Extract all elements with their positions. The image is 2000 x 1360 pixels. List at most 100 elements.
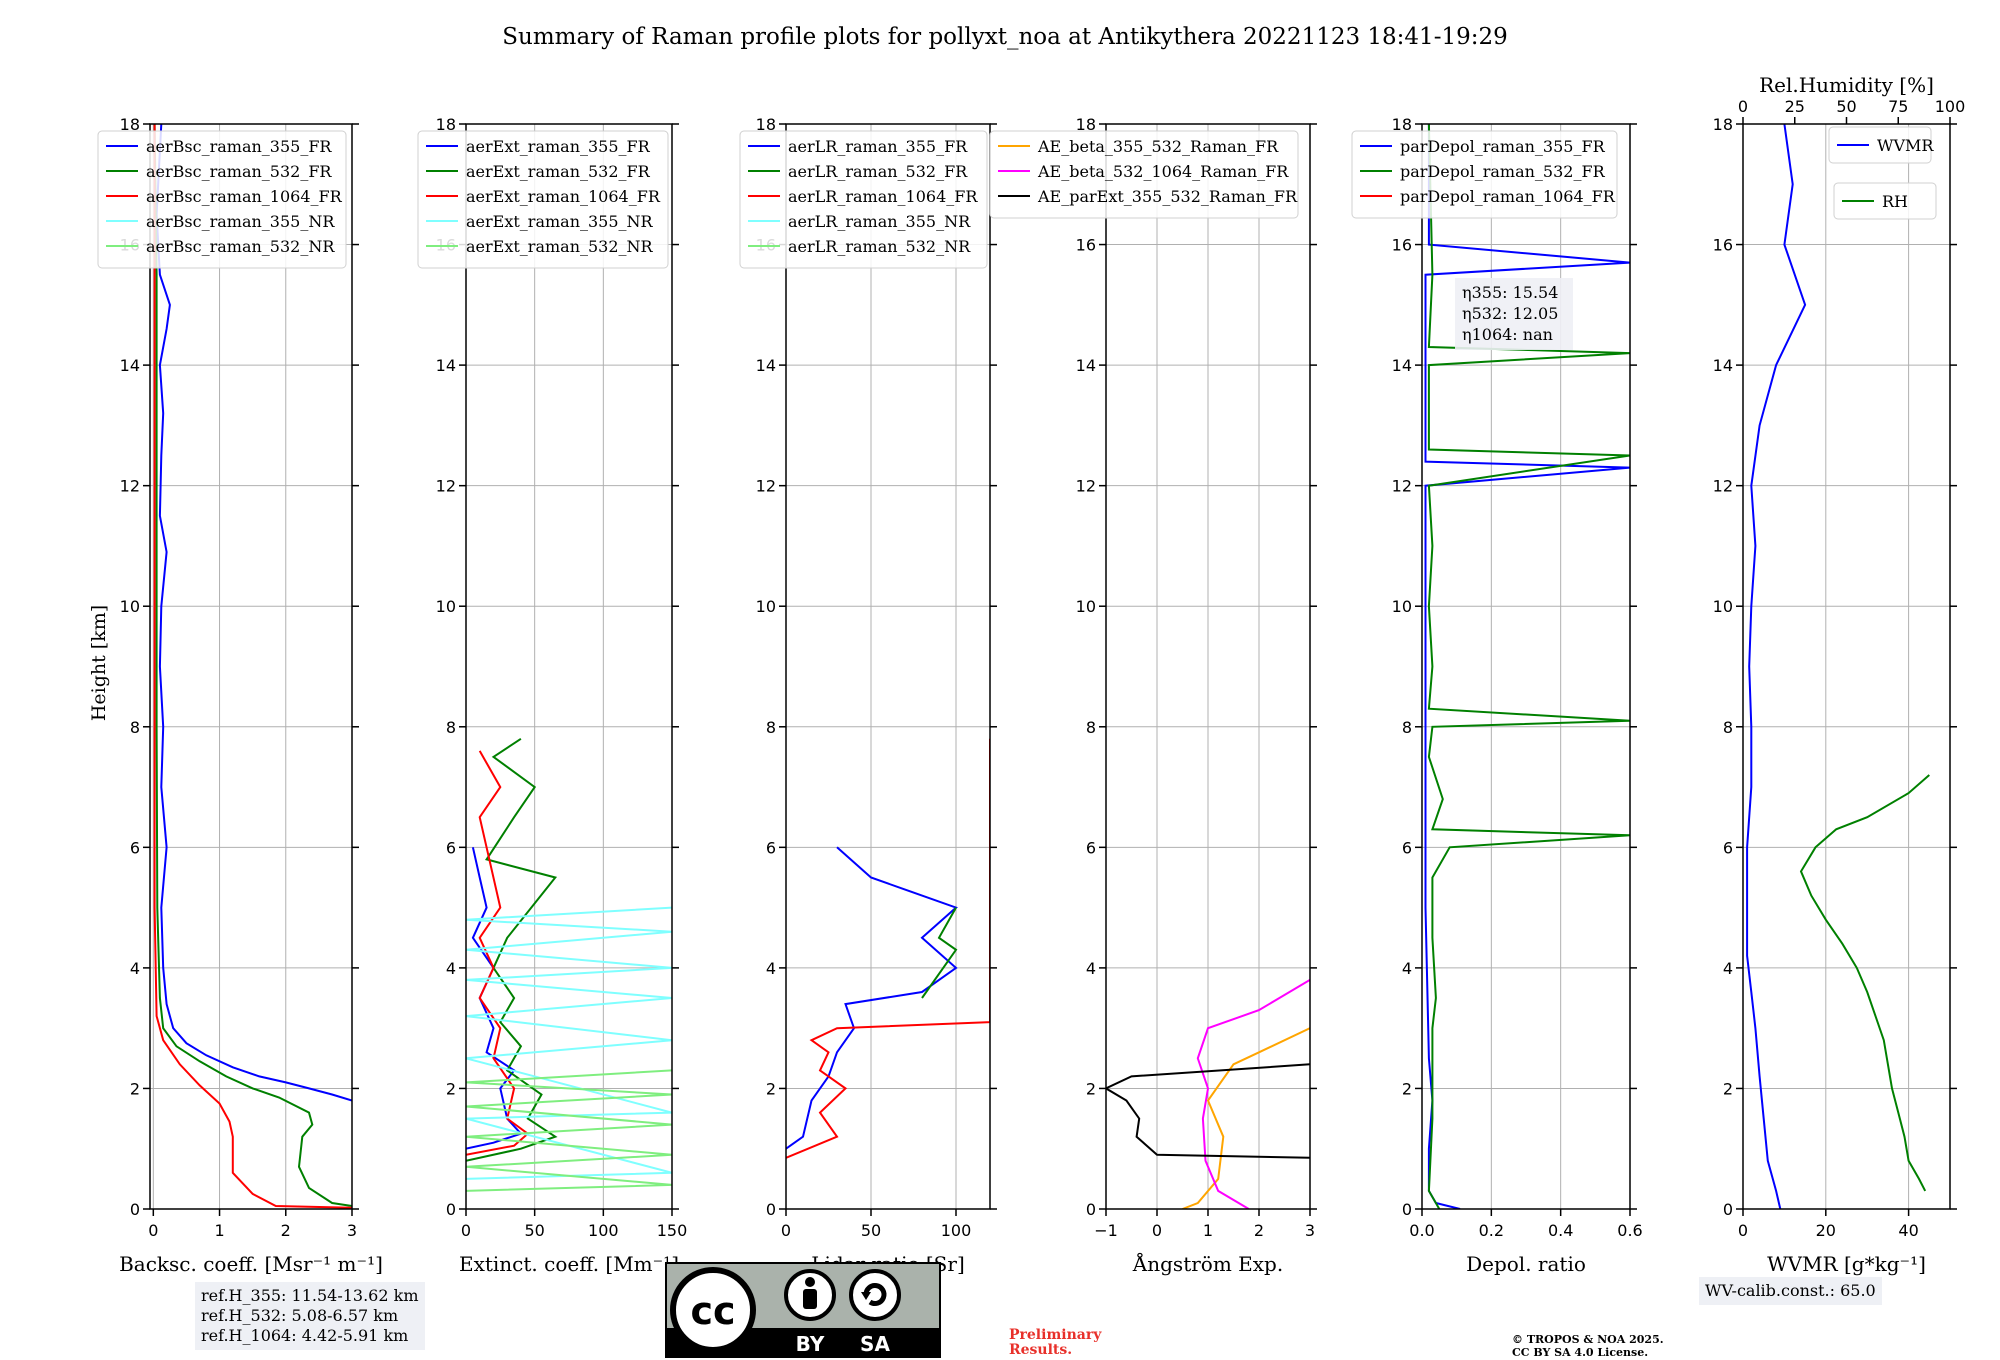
x-tick-label: 50 [524, 1221, 544, 1240]
eta-box-bg [1455, 278, 1573, 350]
top-x-tick-label: 100 [1935, 97, 1966, 116]
panel-3: 050100024681012141618Lidar ratio [Sr]aer… [739, 115, 997, 1276]
y-tick-label: 18 [1076, 115, 1096, 134]
legend-entry: aerLR_raman_532_NR [788, 237, 971, 256]
y-tick-label: 10 [1076, 597, 1096, 616]
y-tick-label: 2 [1723, 1079, 1733, 1098]
y-tick-label: 4 [130, 959, 140, 978]
y-tick-label: 2 [130, 1079, 140, 1098]
legend-entry: aerLR_raman_532_FR [788, 162, 968, 181]
axes-frame [1742, 123, 1951, 1210]
x-tick-label: −1 [1094, 1221, 1118, 1240]
x-tick-label: 3 [1305, 1221, 1315, 1240]
top-x-tick-label: 0 [1738, 97, 1748, 116]
y-tick-label: 0 [446, 1200, 456, 1219]
x-tick-label: 3 [347, 1221, 357, 1240]
series-line-aerbsc-raman-1064-fr [153, 124, 352, 1209]
top-x-tick-label: 50 [1836, 97, 1856, 116]
y-tick-label: 6 [130, 838, 140, 857]
legend-entry: aerExt_raman_1064_FR [466, 187, 661, 206]
x-tick-label: 1 [1203, 1221, 1213, 1240]
ref-height-1064: ref.H_1064: 4.42-5.91 km [201, 1326, 409, 1345]
y-tick-label: 14 [1076, 356, 1096, 375]
y-tick-label: 6 [1086, 838, 1096, 857]
legend-entry: AE_parExt_355_532_Raman_FR [1037, 187, 1298, 206]
top-x-axis-label: Rel.Humidity [%] [1759, 73, 1934, 97]
legend-frame [1833, 182, 1937, 220]
y-tick-label: 0 [1402, 1200, 1412, 1219]
series-line-aerext-raman-355-nr [466, 906, 672, 1180]
y-tick-label: 8 [446, 718, 456, 737]
copyright-line-2: CC BY SA 4.0 License. [1512, 1346, 1649, 1359]
legend: RH [1833, 182, 1937, 220]
legend: AE_beta_355_532_Raman_FR AE_beta_532_1064… [989, 130, 1299, 219]
y-tick-label: 6 [766, 838, 776, 857]
series-line-rh [1799, 774, 1930, 1192]
y-tick-label: 12 [1076, 477, 1096, 496]
series-line-aerbsc-raman-355-fr [155, 124, 352, 1102]
series-group [1106, 979, 1310, 1209]
axes-frame [149, 123, 353, 1210]
y-tick-label: 18 [1392, 115, 1412, 134]
y-tick-label: 8 [766, 718, 776, 737]
top-x-tick-label: 25 [1785, 97, 1805, 116]
x-axis-label: Depol. ratio [1466, 1252, 1586, 1276]
copyright-note: © TROPOS & NOA 2025. CC BY SA 4.0 Licens… [1512, 1333, 1664, 1359]
x-axis-label: WVMR [g*kg⁻¹] [1767, 1252, 1926, 1276]
copyright-line-1: © TROPOS & NOA 2025. [1512, 1333, 1664, 1346]
series-line-aerext-raman-532-nr [466, 1069, 672, 1192]
series-line-aerext-raman-532-fr [466, 737, 558, 1162]
cc-logo-icon [670, 1267, 756, 1353]
legend: WVMR [1828, 126, 1934, 164]
x-tick-label: 0.4 [1548, 1221, 1573, 1240]
legend-entry: RH [1882, 192, 1908, 211]
axes-frame [465, 123, 673, 1210]
figure-title: Summary of Raman profile plots for polly… [502, 24, 1508, 50]
y-tick-label: 14 [120, 356, 140, 375]
share-alike-icon [849, 1269, 901, 1321]
series-line-ae-beta-355-532-raman-fr [1182, 1027, 1310, 1209]
y-tick-label: 8 [1086, 718, 1096, 737]
y-tick-label: 8 [130, 718, 140, 737]
chart-panels: 0123024681012141618Backsc. coeff. [Msr⁻¹… [97, 73, 1966, 1276]
y-tick-label: 0 [130, 1200, 140, 1219]
series-group [1424, 124, 1630, 1209]
preliminary-line-2: Results. [1009, 1342, 1073, 1358]
legend-entry: parDepol_raman_1064_FR [1400, 187, 1616, 206]
y-tick-label: 10 [120, 597, 140, 616]
y-tick-label: 14 [1713, 356, 1733, 375]
y-tick-label: 14 [436, 356, 456, 375]
y-axis-label: Height [km] [88, 605, 110, 721]
legend-entry: aerExt_raman_355_FR [466, 137, 651, 156]
legend: aerBsc_raman_355_FR aerBsc_raman_532_FRae… [97, 130, 347, 269]
by-label: BY [796, 1332, 825, 1356]
panel-6: 0 20 40 0 2 4 6 8 10 12 14 16 18 WVMR [g*kg⁻¹] 0 25 50 75… [1713, 73, 1966, 1276]
y-tick-label: 4 [446, 959, 456, 978]
legend-frame [1828, 126, 1932, 164]
ref-height-532: ref.H_532: 5.08-6.57 km [201, 1306, 399, 1325]
series-line-ae-parext-355-532-raman-fr [1106, 1063, 1310, 1159]
legend-entry: parDepol_raman_532_FR [1400, 162, 1606, 181]
axes-frame [1421, 123, 1631, 1210]
x-tick-label: 150 [657, 1221, 688, 1240]
legend-entry: aerExt_raman_355_NR [466, 212, 654, 231]
series-group [786, 738, 990, 1159]
x-tick-label: 0.2 [1479, 1221, 1504, 1240]
legend-entry: aerBsc_raman_355_NR [146, 212, 335, 231]
y-tick-label: 12 [436, 477, 456, 496]
y-tick-label: 10 [1392, 597, 1412, 616]
y-tick-label: 6 [1402, 838, 1412, 857]
eta-box: η355: 15.54 η532: 12.05 η1064: nan [1455, 278, 1573, 350]
y-tick-label: 8 [1723, 718, 1733, 737]
x-tick-label: 2 [281, 1221, 291, 1240]
ref-height-355: ref.H_355: 11.54-13.62 km [201, 1286, 419, 1305]
legend-entry: aerExt_raman_532_NR [466, 237, 654, 256]
y-tick-label: 2 [1402, 1079, 1412, 1098]
wv-calib-box: WV-calib.const.: 65.0 [1699, 1277, 1882, 1305]
legend: parDepol_raman_355_FR parDepol_raman_532_… [1351, 130, 1618, 219]
y-tick-label: 0 [1086, 1200, 1096, 1219]
x-tick-label: 100 [588, 1221, 619, 1240]
legend-frame [989, 130, 1299, 219]
